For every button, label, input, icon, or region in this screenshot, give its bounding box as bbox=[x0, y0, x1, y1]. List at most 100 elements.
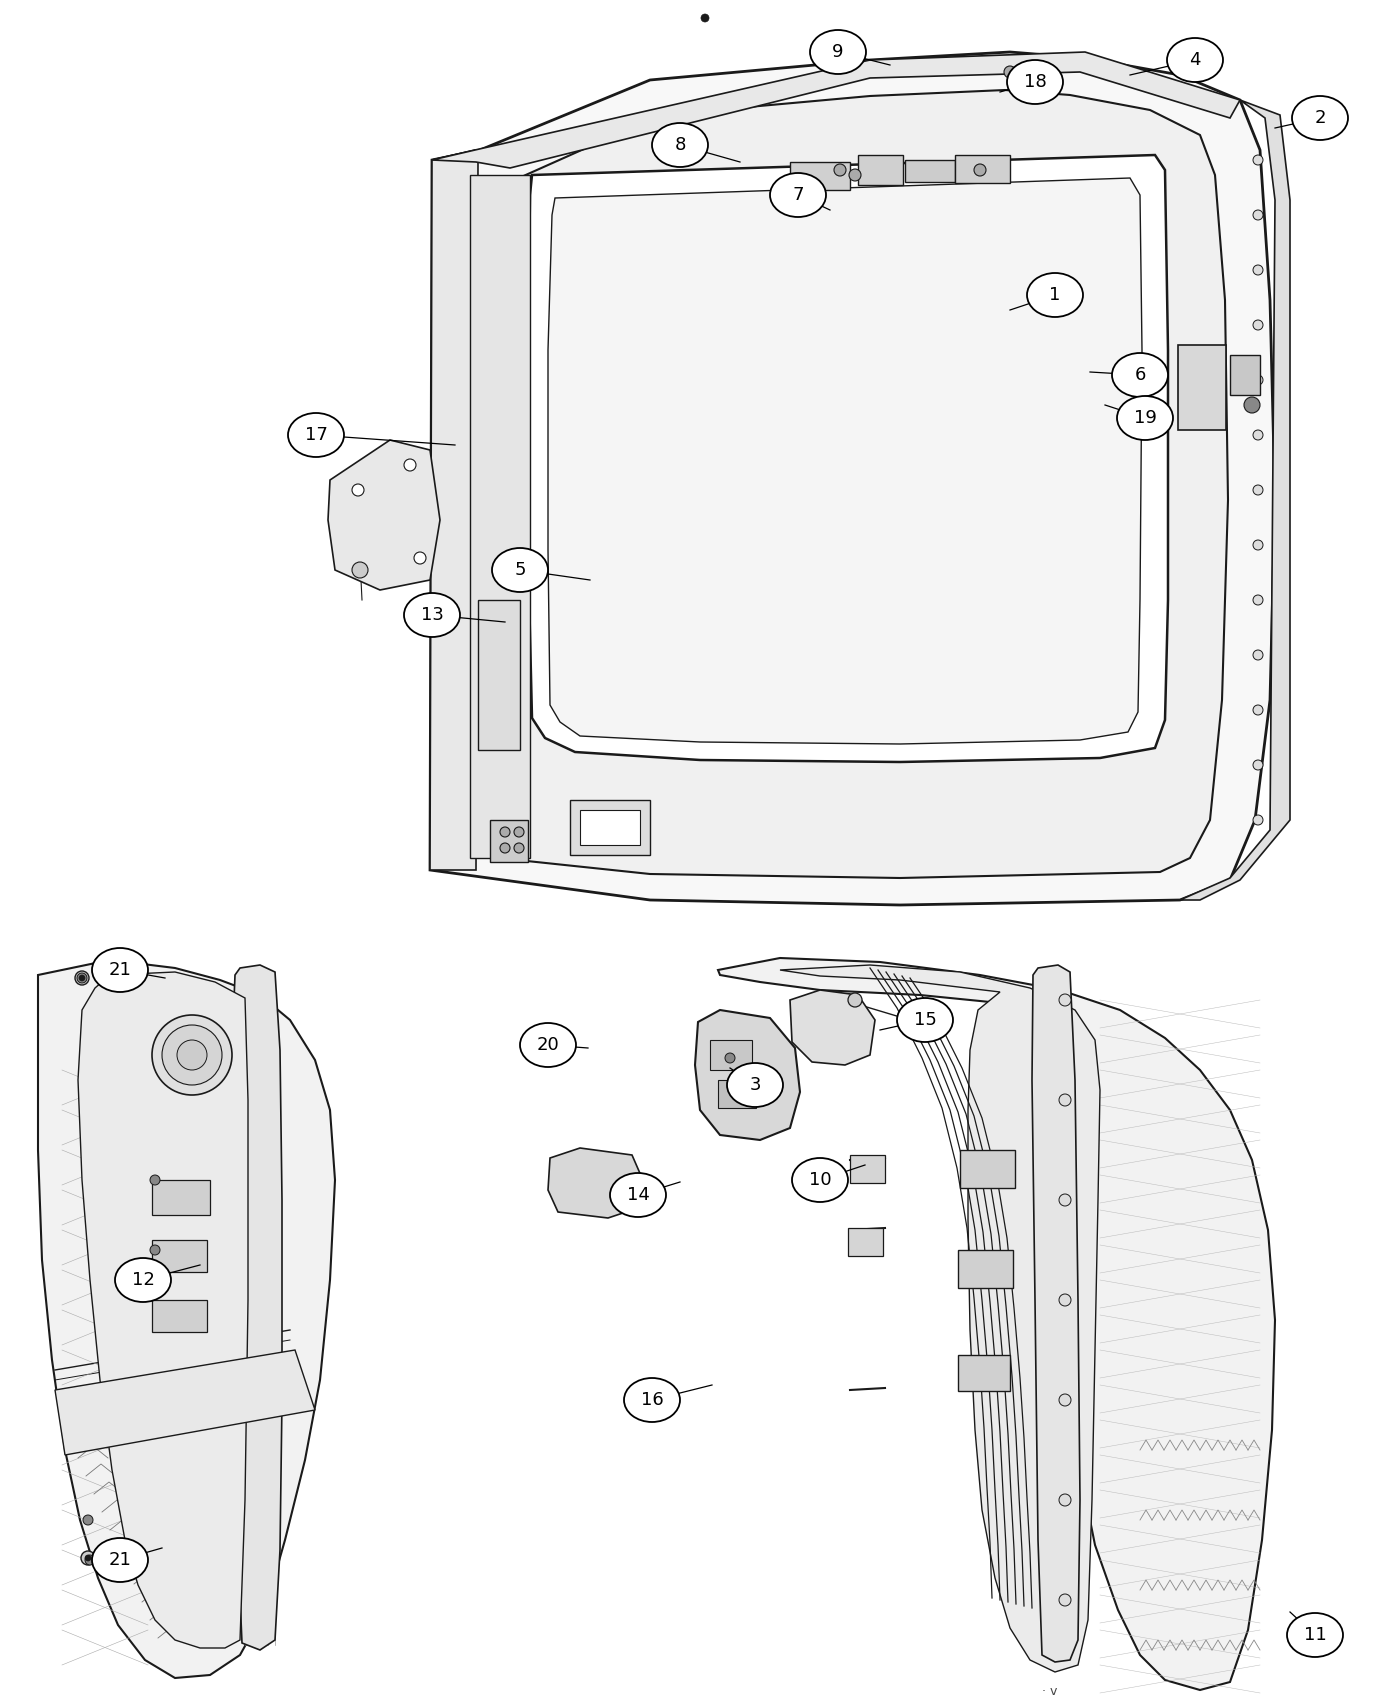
Bar bbox=[790, 162, 850, 190]
Ellipse shape bbox=[897, 998, 953, 1042]
Text: 8: 8 bbox=[675, 136, 686, 155]
Ellipse shape bbox=[1292, 95, 1348, 139]
Text: 21: 21 bbox=[109, 1550, 132, 1569]
Bar bbox=[490, 819, 528, 862]
Polygon shape bbox=[38, 960, 335, 1678]
Circle shape bbox=[848, 168, 861, 180]
Polygon shape bbox=[430, 53, 1275, 904]
Bar bbox=[858, 155, 903, 185]
Polygon shape bbox=[547, 1148, 643, 1217]
Circle shape bbox=[81, 1550, 95, 1566]
Ellipse shape bbox=[1287, 1613, 1343, 1658]
Circle shape bbox=[1058, 1595, 1071, 1606]
Polygon shape bbox=[328, 440, 440, 590]
Circle shape bbox=[1058, 1095, 1071, 1107]
Circle shape bbox=[1058, 1294, 1071, 1306]
Ellipse shape bbox=[405, 593, 461, 638]
Polygon shape bbox=[1180, 100, 1289, 899]
Bar bbox=[850, 1154, 885, 1183]
Text: 9: 9 bbox=[832, 42, 844, 61]
Text: 2: 2 bbox=[1315, 109, 1326, 127]
Ellipse shape bbox=[519, 1023, 575, 1068]
Circle shape bbox=[176, 1040, 207, 1069]
Circle shape bbox=[1058, 994, 1071, 1006]
Circle shape bbox=[514, 843, 524, 853]
Polygon shape bbox=[1032, 966, 1079, 1663]
Text: 20: 20 bbox=[536, 1035, 560, 1054]
Circle shape bbox=[1253, 376, 1263, 384]
Bar bbox=[153, 1239, 207, 1272]
Circle shape bbox=[153, 1015, 232, 1095]
Circle shape bbox=[405, 459, 416, 471]
Circle shape bbox=[1253, 595, 1263, 605]
Circle shape bbox=[78, 976, 85, 981]
Circle shape bbox=[85, 1556, 91, 1561]
Text: 1: 1 bbox=[1050, 286, 1061, 304]
Circle shape bbox=[77, 972, 87, 983]
Bar bbox=[153, 1300, 207, 1333]
Ellipse shape bbox=[288, 413, 344, 457]
Circle shape bbox=[76, 971, 90, 984]
Circle shape bbox=[1253, 320, 1263, 330]
Bar bbox=[580, 809, 640, 845]
Text: 17: 17 bbox=[305, 427, 328, 444]
Text: · v: · v bbox=[1043, 1685, 1057, 1698]
Circle shape bbox=[552, 1042, 573, 1062]
Circle shape bbox=[1058, 1394, 1071, 1406]
Circle shape bbox=[834, 163, 846, 177]
Ellipse shape bbox=[727, 1062, 783, 1107]
Circle shape bbox=[85, 1556, 95, 1566]
Polygon shape bbox=[694, 1010, 799, 1141]
Bar bbox=[710, 1040, 752, 1069]
Ellipse shape bbox=[770, 173, 826, 218]
Circle shape bbox=[1253, 649, 1263, 660]
Ellipse shape bbox=[115, 1258, 171, 1302]
Polygon shape bbox=[470, 90, 1228, 877]
Ellipse shape bbox=[652, 122, 708, 167]
Circle shape bbox=[1253, 484, 1263, 495]
Text: 11: 11 bbox=[1303, 1625, 1326, 1644]
Text: 3: 3 bbox=[749, 1076, 760, 1095]
Bar bbox=[570, 801, 650, 855]
Polygon shape bbox=[718, 959, 1275, 1690]
Circle shape bbox=[1253, 430, 1263, 440]
Text: 19: 19 bbox=[1134, 410, 1156, 427]
Ellipse shape bbox=[92, 1538, 148, 1583]
Text: 21: 21 bbox=[109, 960, 132, 979]
Circle shape bbox=[1058, 1494, 1071, 1506]
Polygon shape bbox=[528, 155, 1168, 762]
Polygon shape bbox=[55, 1350, 315, 1455]
Ellipse shape bbox=[1112, 354, 1168, 398]
Circle shape bbox=[557, 1047, 567, 1057]
Circle shape bbox=[500, 826, 510, 836]
Bar bbox=[960, 1149, 1015, 1188]
Circle shape bbox=[351, 484, 364, 496]
Circle shape bbox=[500, 843, 510, 853]
Ellipse shape bbox=[1007, 60, 1063, 104]
Ellipse shape bbox=[491, 547, 547, 592]
Text: 14: 14 bbox=[627, 1187, 650, 1204]
Circle shape bbox=[1019, 71, 1030, 83]
Ellipse shape bbox=[1117, 396, 1173, 440]
Ellipse shape bbox=[1168, 37, 1224, 82]
Circle shape bbox=[351, 563, 368, 578]
Ellipse shape bbox=[610, 1173, 666, 1217]
Ellipse shape bbox=[624, 1379, 680, 1421]
Bar bbox=[904, 160, 955, 182]
Circle shape bbox=[414, 552, 426, 564]
Text: 6: 6 bbox=[1134, 366, 1145, 384]
Circle shape bbox=[1253, 814, 1263, 824]
Circle shape bbox=[1253, 541, 1263, 551]
Circle shape bbox=[1253, 760, 1263, 770]
Bar bbox=[153, 1180, 210, 1216]
Ellipse shape bbox=[1028, 274, 1084, 316]
Ellipse shape bbox=[92, 949, 148, 993]
Text: 5: 5 bbox=[514, 561, 526, 580]
Circle shape bbox=[725, 1052, 735, 1062]
Circle shape bbox=[83, 1515, 92, 1525]
Circle shape bbox=[701, 14, 708, 22]
Polygon shape bbox=[430, 150, 477, 870]
Bar bbox=[1231, 355, 1260, 394]
Circle shape bbox=[1245, 398, 1260, 413]
Circle shape bbox=[1253, 211, 1263, 219]
